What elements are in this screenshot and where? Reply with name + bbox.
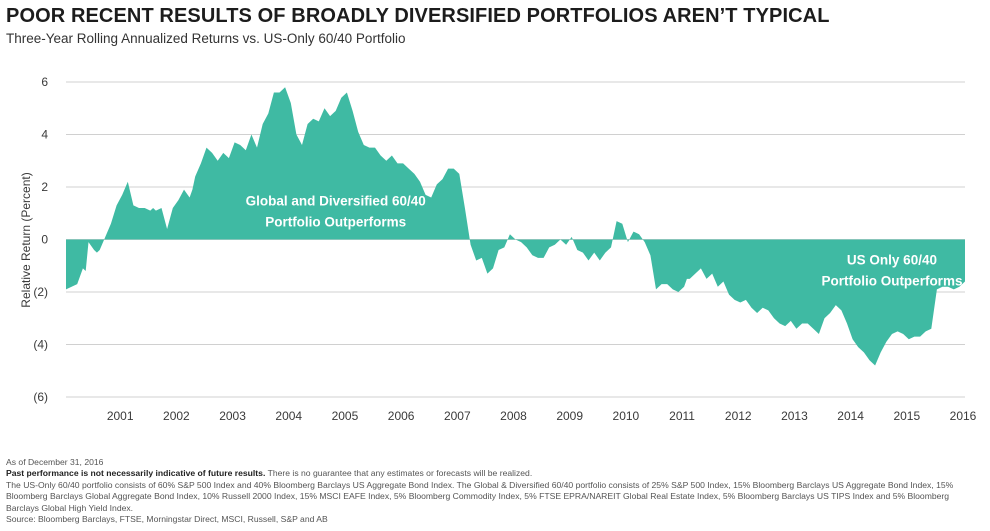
x-tick-label: 2006 [388,409,415,423]
x-tick-label: 2004 [275,409,302,423]
x-tick-label: 2010 [613,409,640,423]
annotation-label: Portfolio Outperforms [265,214,406,229]
disclaimer: Past performance is not necessarily indi… [6,468,981,479]
as-of-note: As of December 31, 2016 [6,457,104,467]
x-tick-label: 2007 [444,409,471,423]
x-tick-label: 2015 [893,409,920,423]
y-tick-label: 4 [41,128,48,142]
y-axis-label: Relative Return (Percent) [19,172,33,307]
annotation-label: Global and Diversified 60/40 [246,193,426,208]
x-tick-label: 2014 [837,409,864,423]
footnotes: As of December 31, 2016 Past performance… [6,457,981,525]
y-tick-label: 6 [41,75,48,89]
disclaimer-bold: Past performance is not necessarily indi… [6,468,266,479]
x-tick-label: 2003 [219,409,246,423]
x-tick-label: 2001 [107,409,134,423]
source-note: Source: Bloomberg Barclays, FTSE, Mornin… [6,514,328,525]
annotation-label: US Only 60/40 [847,252,937,267]
annotation-label: Portfolio Outperforms [821,273,962,288]
x-tick-label: 2016 [950,409,977,423]
x-tick-label: 2009 [556,409,583,423]
y-tick-label: (6) [33,390,48,404]
chart-area: 6 4 2 0 (2) (4) (6) 2001 2002 2003 2004 2005 2006 200… [19,75,977,423]
series-area [66,87,965,366]
chart-subtitle: Three-Year Rolling Annualized Returns vs… [6,31,406,46]
y-tick-label: (2) [33,285,48,299]
methodology-note: The US-Only 60/40 portfolio consists of … [6,479,954,513]
x-tick-label: 2013 [781,409,808,423]
disclaimer-rest: There is no guarantee that any estimates… [265,468,533,479]
y-tick-label: (4) [33,338,48,352]
x-tick-label: 2002 [163,409,190,423]
x-tick-label: 2005 [332,409,359,423]
x-tick-label: 2011 [669,409,695,423]
chart-title: POOR RECENT RESULTS OF BROADLY DIVERSIFI… [6,5,830,27]
x-tick-label: 2008 [500,409,527,423]
y-tick-label: 2 [41,180,48,194]
y-tick-label: 0 [41,233,48,247]
x-tick-label: 2012 [725,409,752,423]
